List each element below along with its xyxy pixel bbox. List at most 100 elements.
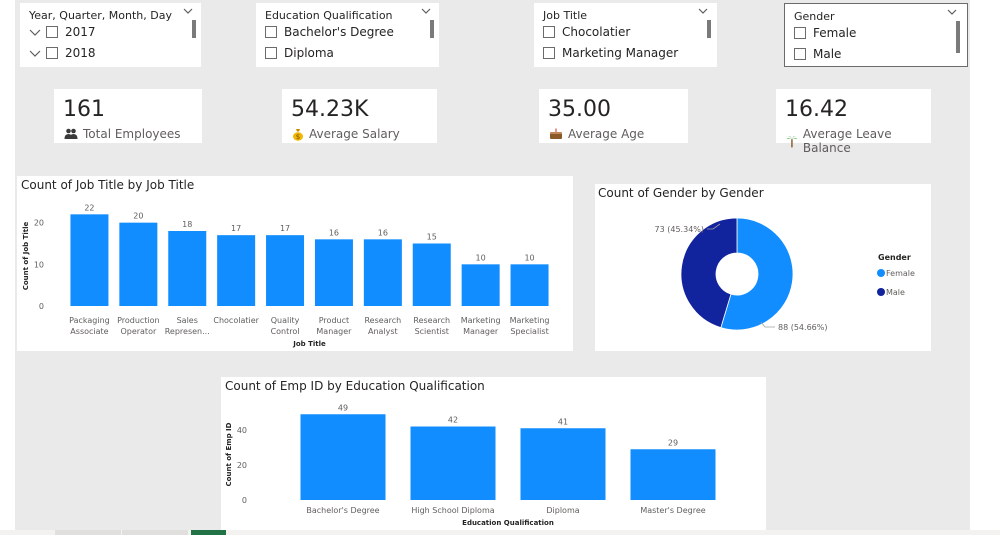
slicer-date[interactable]: Year, Quarter, Month, Day 2017 2018 [20,3,201,67]
people-icon [64,128,78,139]
data-label: 20 [133,212,143,221]
bar[interactable] [70,214,109,306]
x-tick-label: Research [413,316,450,325]
bar[interactable] [410,426,496,501]
chevron-down-icon[interactable] [29,47,41,59]
legend-marker[interactable] [877,288,885,296]
kpi-label-text: Average Leave Balance [802,127,892,155]
y-tick-label: 0 [39,302,44,311]
slicer-item-label: Marketing Manager [562,46,679,60]
data-label: 29 [668,438,678,447]
chevron-down-icon[interactable] [29,26,41,38]
kpi-card-total-employees: 161 Total Employees [54,89,202,143]
chart-title: Count of Emp ID by Education Qualificati… [225,379,485,393]
slicer-item[interactable]: Bachelor's Degree [265,25,394,39]
slicer-item[interactable]: Chocolatier [543,25,630,39]
legend-item[interactable]: Male [886,288,905,297]
x-tick-label: Operator [120,327,157,336]
slicer-gender-title: Gender [794,10,835,23]
checkbox[interactable] [543,26,555,38]
slicer-item[interactable]: Diploma [265,46,334,60]
x-tick-label: Marketing [510,316,550,325]
chart-gender[interactable]: Count of Gender by Gender 88 (54.66%) 73 … [595,184,931,351]
money-bag-icon: $ [293,128,303,141]
slicer-education[interactable]: Education Qualification Bachelor's Degre… [256,3,439,67]
slicer-item[interactable]: Marketing Manager [543,46,678,60]
slicer-item-label: 2018 [65,46,96,60]
chevron-down-icon[interactable] [697,5,709,17]
checkbox[interactable] [46,47,58,59]
x-tick-label: Control [271,327,300,336]
bar[interactable] [630,449,716,500]
checkbox[interactable] [265,47,277,59]
checkbox[interactable] [265,26,277,38]
data-label: 17 [231,224,241,233]
slicer-item-label: Diploma [284,46,334,60]
slicer-item[interactable]: 2017 [29,25,96,39]
bar[interactable] [119,222,158,306]
slicer-scrollbar[interactable] [192,20,196,38]
data-label: 16 [329,228,339,237]
x-tick-label: Packaging [69,316,110,325]
x-tick-label: Bachelor's Degree [306,506,379,515]
slicer-scrollbar[interactable] [956,21,960,53]
y-axis-title: Count of Emp ID [225,422,233,486]
chart-title: Count of Job Title by Job Title [21,178,195,192]
data-label: 42 [448,416,458,425]
chart-education[interactable]: Count of Emp ID by Education Qualificati… [221,377,766,530]
kpi-label-text: Total Employees [83,127,181,141]
page-tab-active[interactable] [191,530,226,535]
x-tick-label: Sales [177,316,198,325]
checkbox[interactable] [794,48,806,60]
donut-slice-male[interactable] [680,217,738,329]
slicer-item-label: Male [813,47,842,61]
slicer-item[interactable]: Female [794,26,856,40]
bar[interactable] [461,264,500,306]
slicer-scrollbar[interactable] [430,20,434,38]
data-label: 73 (45.34%) [655,225,704,234]
x-tick-label: Scientist [415,327,449,336]
data-label: 10 [476,253,486,262]
x-tick-label: Specialist [510,327,548,336]
slicer-item-label: Chocolatier [562,25,631,39]
chart-title: Count of Gender by Gender [598,186,764,200]
leader-line [760,321,775,328]
slicer-date-title: Year, Quarter, Month, Day [29,9,172,22]
bar[interactable] [217,235,256,306]
kpi-value: 35.00 [548,97,611,122]
cake-icon [550,128,562,139]
x-tick-label: Manager [463,327,499,336]
bar[interactable] [520,428,606,500]
data-label: 49 [338,403,348,412]
bar[interactable] [363,239,402,306]
chevron-down-icon[interactable] [420,5,432,17]
page-tab[interactable] [122,530,188,535]
data-label: 16 [378,228,388,237]
checkbox[interactable] [794,27,806,39]
chevron-down-icon[interactable] [182,5,194,17]
chart-job-title[interactable]: Count of Job Title by Job Title 0 10 20 22 P… [17,176,573,351]
slicer-item[interactable]: Male [794,47,841,61]
legend-marker[interactable] [877,269,885,277]
bar[interactable] [300,414,386,500]
bar[interactable] [314,239,353,306]
slicer-scrollbar[interactable] [707,20,711,38]
x-axis-title: Job Title [292,340,326,348]
donut-slice-female[interactable] [720,217,794,331]
kpi-label-text: Average Age [568,127,645,141]
slicer-education-title: Education Qualification [265,9,393,22]
page-tab[interactable] [55,530,121,535]
bar[interactable] [412,243,451,307]
legend-item[interactable]: Female [886,269,915,278]
slicer-gender[interactable]: Gender Female Male [784,3,968,67]
bar[interactable] [168,231,207,306]
slicer-job-title[interactable]: Job Title Chocolatier Marketing Manager [534,3,717,67]
bar[interactable] [266,235,305,306]
chevron-down-icon[interactable] [946,6,958,18]
bar[interactable] [510,264,549,306]
kpi-label: $ Average Salary [292,127,400,141]
slicer-item[interactable]: 2018 [29,46,96,60]
checkbox[interactable] [543,47,555,59]
checkbox[interactable] [46,26,58,38]
x-tick-label: Chocolatier [213,316,259,325]
